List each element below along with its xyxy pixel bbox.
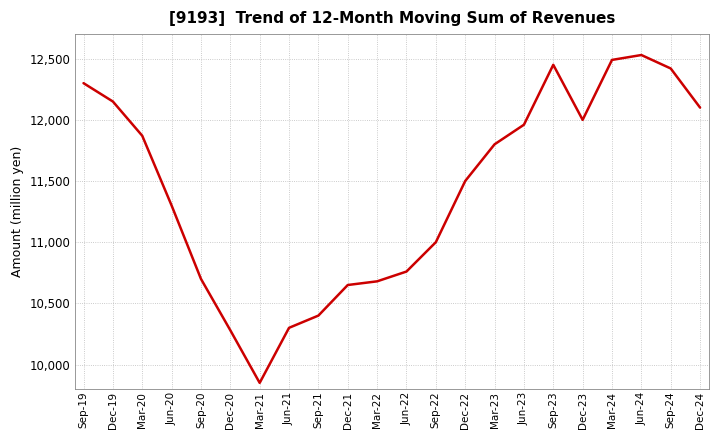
Title: [9193]  Trend of 12-Month Moving Sum of Revenues: [9193] Trend of 12-Month Moving Sum of R…	[168, 11, 615, 26]
Y-axis label: Amount (million yen): Amount (million yen)	[11, 146, 24, 277]
